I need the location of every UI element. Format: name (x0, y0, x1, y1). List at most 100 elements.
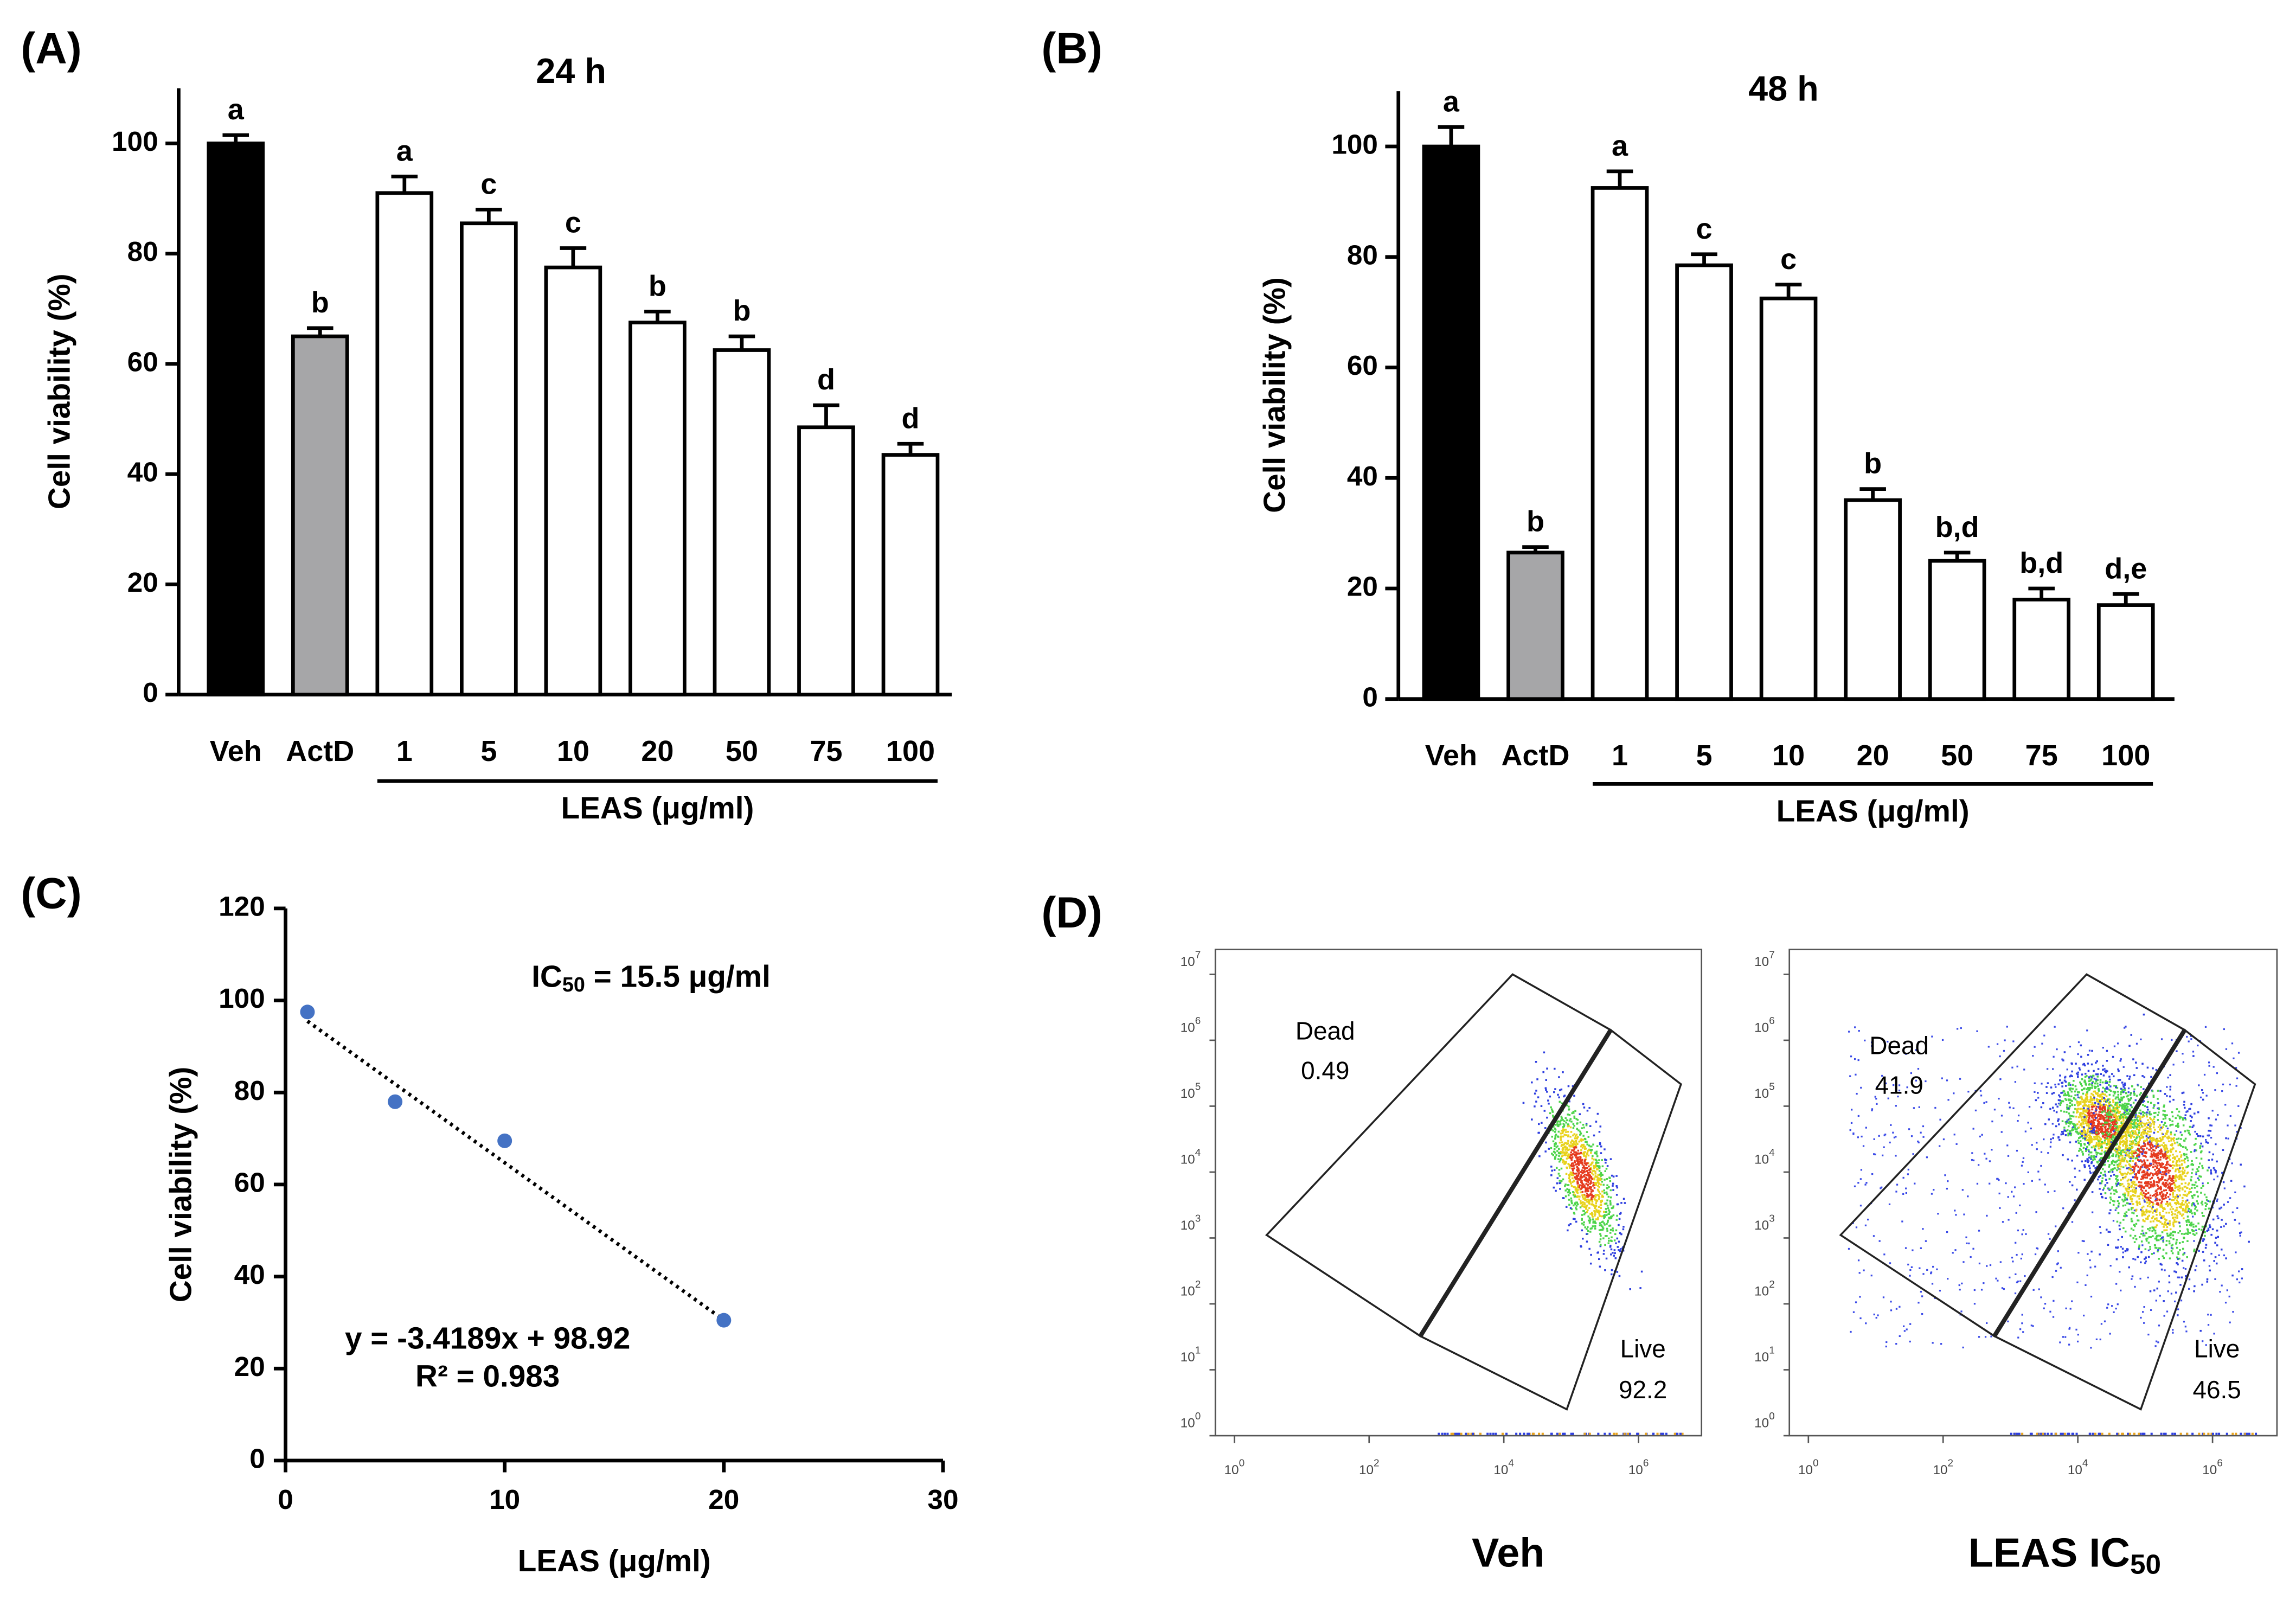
event (2186, 1205, 2189, 1207)
event (2127, 1100, 2130, 1102)
event (2082, 1105, 2085, 1108)
event (2153, 1123, 2155, 1126)
event (2132, 1212, 2135, 1214)
event (1535, 1060, 1537, 1063)
error-bar (813, 403, 839, 427)
event (2194, 1184, 2196, 1186)
event (1552, 1116, 1555, 1118)
event (2098, 1111, 2101, 1113)
event (2080, 1115, 2082, 1118)
event (2162, 1207, 2164, 1210)
event (1917, 1067, 1920, 1070)
event (1465, 1432, 1467, 1435)
event (2116, 1116, 2119, 1118)
event (2115, 1246, 2117, 1249)
y-axis-title: Cell viability (%) (1258, 277, 1292, 513)
event (2157, 1239, 2160, 1242)
event (1586, 1204, 1588, 1207)
event (2079, 1148, 2081, 1150)
event (1554, 1136, 1557, 1139)
event (2215, 1118, 2217, 1121)
event (2208, 1129, 2210, 1132)
event (2150, 1123, 2153, 1125)
event (2208, 1159, 2210, 1161)
event (2080, 1055, 2082, 1058)
event (1574, 1173, 1576, 1175)
event (2109, 1231, 2111, 1233)
event (2227, 1124, 2229, 1127)
event (1618, 1224, 1620, 1226)
event (2155, 1171, 2158, 1173)
x-tick-label: 10 (1772, 739, 1805, 772)
event (2055, 1103, 2057, 1105)
event (2162, 1154, 2164, 1156)
event (2131, 1212, 2133, 1214)
event (2125, 1164, 2127, 1167)
live-label: Live (1620, 1335, 1666, 1363)
event (2162, 1133, 2164, 1135)
event (2115, 1120, 2118, 1123)
event (1574, 1110, 1576, 1112)
event (2111, 1169, 2114, 1172)
event (2083, 1126, 2085, 1129)
y-tick-label: 80 (1347, 239, 1378, 270)
event (2130, 1156, 2132, 1158)
event (1917, 1302, 1920, 1304)
event (2062, 1131, 2064, 1133)
event (2094, 1265, 2096, 1268)
event (1662, 1432, 1665, 1435)
event (1614, 1252, 1616, 1255)
event (1606, 1221, 1609, 1224)
event (2090, 1111, 2093, 1114)
event (2209, 1124, 2211, 1127)
event (2118, 1155, 2120, 1157)
event (2075, 1072, 2078, 1075)
event (2203, 1259, 2205, 1262)
event (2167, 1163, 2170, 1166)
event (2108, 1178, 2111, 1180)
event (2186, 1240, 2189, 1242)
event (1576, 1122, 1579, 1124)
event (2147, 1137, 2150, 1139)
event (1609, 1204, 1612, 1206)
event (2075, 1063, 2077, 1065)
event (1569, 1173, 1572, 1175)
event (2173, 1189, 2176, 1192)
event (2192, 1230, 2195, 1232)
event (2155, 1194, 2158, 1196)
event (2157, 1187, 2159, 1190)
event (2159, 1187, 2162, 1189)
event (1563, 1124, 1566, 1127)
event (1612, 1175, 1615, 1178)
event (2160, 1138, 2162, 1141)
event (2093, 1124, 2095, 1127)
event (2183, 1169, 2186, 1172)
event (2144, 1213, 2146, 1216)
event (1574, 1218, 1576, 1220)
event (2220, 1206, 2223, 1209)
event (2167, 1290, 2169, 1293)
event (2120, 1137, 2122, 1140)
event (2068, 1112, 2070, 1115)
event (2116, 1175, 2118, 1178)
event (1567, 1123, 1569, 1125)
event (2186, 1166, 2189, 1168)
event (1566, 1104, 1568, 1106)
event (2123, 1195, 2126, 1197)
event (2138, 1244, 2140, 1247)
event (2155, 1172, 2157, 1174)
x-tick-label: 100 (2101, 739, 2150, 772)
event (1581, 1182, 1583, 1184)
event (2139, 1167, 2141, 1169)
event (1551, 1153, 1553, 1155)
event (1566, 1157, 1568, 1160)
event (2191, 1230, 2194, 1232)
event (1947, 1099, 1949, 1101)
event (1902, 1176, 1904, 1179)
event (2170, 1140, 2172, 1142)
event (2133, 1127, 2135, 1129)
event (2184, 1194, 2186, 1196)
event (1563, 1154, 1566, 1156)
event (1613, 1255, 1615, 1257)
event (2206, 1278, 2209, 1281)
